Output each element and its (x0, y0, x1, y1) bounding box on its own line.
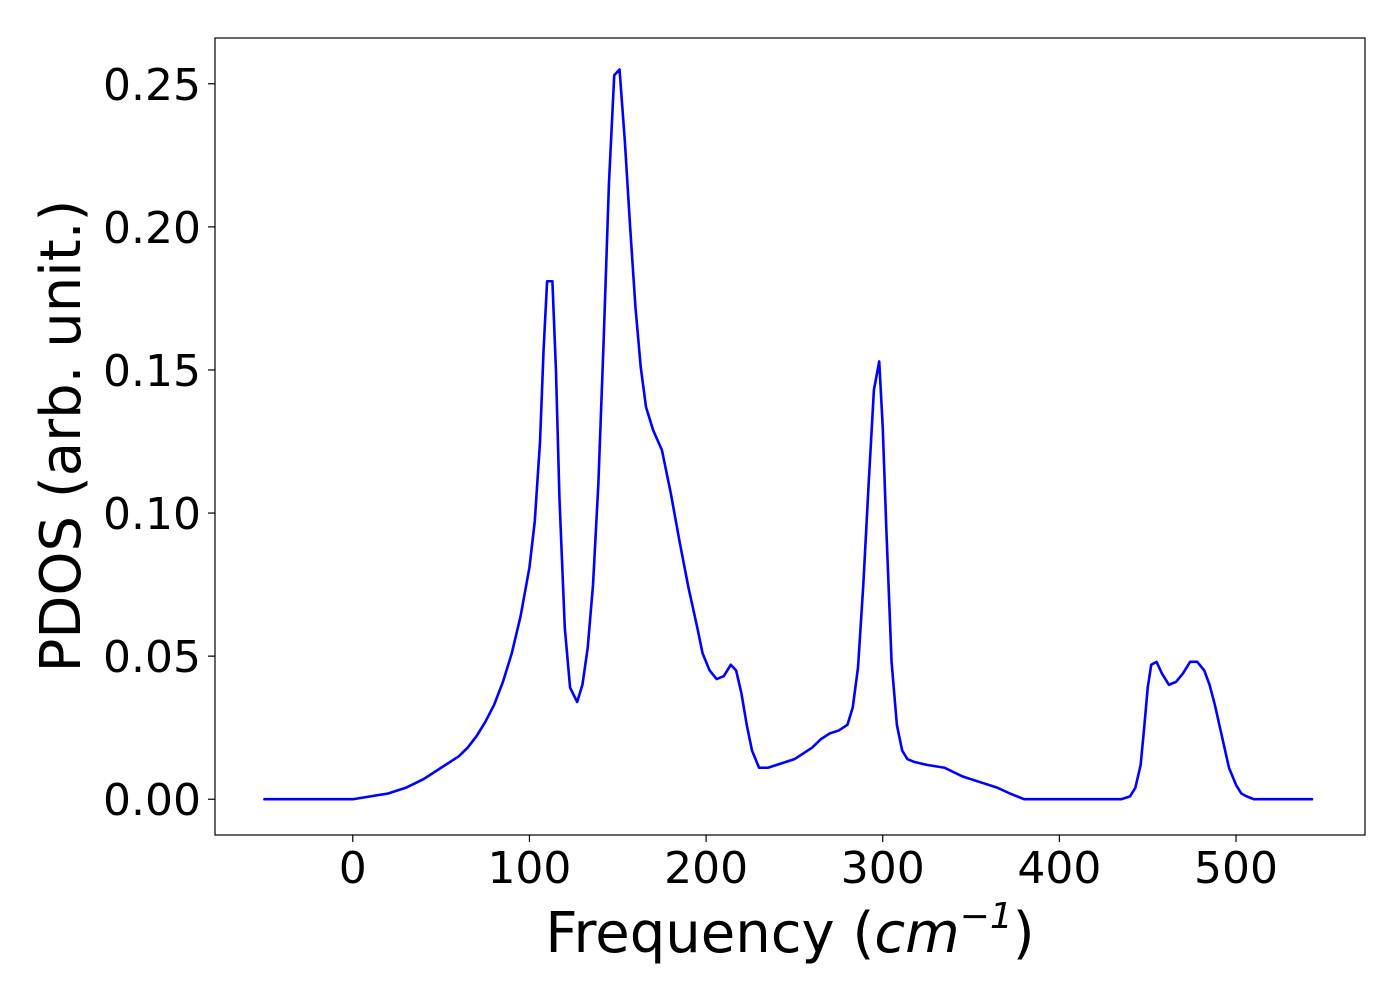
y-axis-label: PDOS (arb. unit.) (29, 200, 94, 673)
x-axis-label: Frequency (cm−1) (545, 896, 1034, 966)
x-tick-label: 100 (487, 843, 571, 894)
y-tick-label: 0.00 (103, 775, 201, 826)
y-tick-label: 0.15 (103, 346, 201, 397)
x-tick-label: 400 (1017, 843, 1101, 894)
y-tick-label: 0.05 (103, 632, 201, 683)
x-tick-label: 300 (841, 843, 925, 894)
x-tick-label: 500 (1194, 843, 1278, 894)
x-tick-label: 0 (339, 843, 367, 894)
y-tick-label: 0.10 (103, 489, 201, 540)
plot-area-frame (214, 37, 1366, 836)
pdos-series-line (263, 68, 1314, 801)
y-tick-label: 0.25 (103, 60, 201, 111)
series-layer (263, 68, 1314, 801)
y-axis-ticks: 0.00 0.05 0.10 0.15 0.20 0.25 (103, 60, 215, 826)
x-axis-ticks: 0 100 200 300 400 500 (339, 835, 1278, 894)
x-tick-label: 200 (664, 843, 748, 894)
y-tick-label: 0.20 (103, 203, 201, 254)
